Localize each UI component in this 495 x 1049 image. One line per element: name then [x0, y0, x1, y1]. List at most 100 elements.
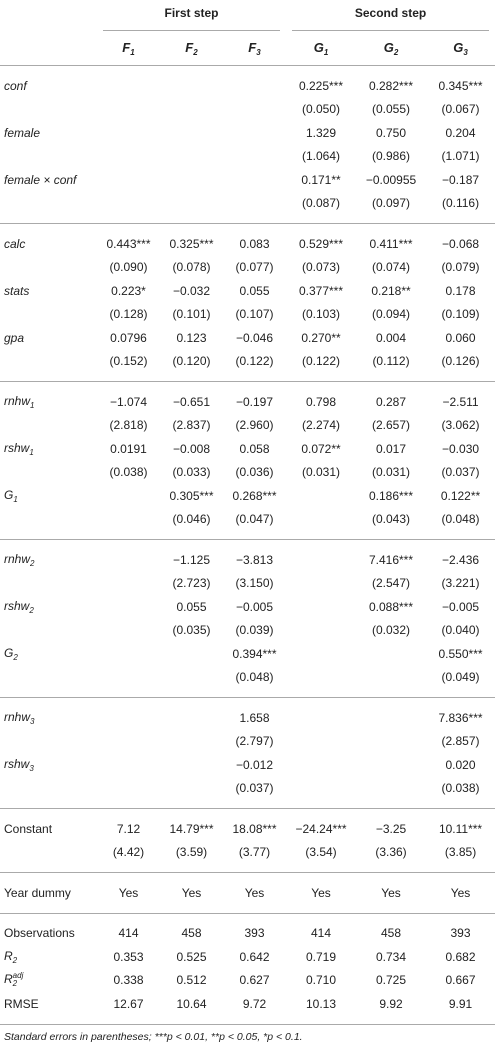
- cell: [97, 595, 160, 619]
- cell: Yes: [426, 881, 495, 905]
- padding-cell: [223, 1016, 286, 1024]
- table-row: G2 0.394*** 0.550***: [0, 642, 495, 666]
- table-row: rshw1 0.0191 −0.008 0.058 0.072** 0.017 −0.030: [0, 437, 495, 461]
- subscript: 3: [256, 47, 261, 57]
- cell: (0.037): [426, 461, 495, 485]
- cell: (0.036): [223, 461, 286, 485]
- padding-cell: [223, 697, 287, 706]
- cell: 0.287: [356, 390, 426, 414]
- cell: 0.798: [286, 390, 356, 414]
- column-header: G3: [426, 31, 495, 66]
- padding-cell: [356, 215, 426, 224]
- section-padding: [0, 381, 495, 390]
- padding-cell: [426, 872, 495, 881]
- cell: [160, 730, 223, 754]
- cell-value: (0.040): [441, 623, 480, 638]
- padding-cell: [160, 912, 223, 922]
- table-row: rnhw2 −1.125 −3.813 7.416*** −2.436: [0, 548, 495, 572]
- table-row: calc 0.443*** 0.325*** 0.083 0.529*** 0.411**…: [0, 232, 495, 256]
- label: rnhw2: [4, 552, 34, 568]
- table-row: (2.723) (3.150) (2.547) (3.221): [0, 572, 495, 596]
- cell: −0.005: [223, 595, 286, 619]
- cell-value: (3.85): [444, 845, 477, 860]
- cell: 393: [223, 922, 286, 946]
- cell: [286, 619, 356, 643]
- cell: (2.837): [160, 414, 223, 438]
- cell-value: 7.12: [116, 821, 141, 836]
- cell: [97, 145, 160, 169]
- row-label: [0, 145, 97, 169]
- cell: (0.986): [356, 145, 426, 169]
- cell: −0.187: [426, 168, 495, 192]
- padding-cell: [286, 539, 357, 548]
- cell: [356, 706, 426, 730]
- section-padding: [0, 808, 495, 817]
- cell-value: (2.547): [372, 576, 411, 591]
- cell: (0.031): [286, 461, 356, 485]
- label-text: G: [383, 39, 394, 55]
- label-text: Observations: [4, 926, 75, 941]
- padding-cell: [0, 381, 97, 390]
- cell-value: 9.91: [448, 996, 473, 1011]
- cell: Yes: [223, 881, 286, 905]
- cell: 9.72: [223, 992, 286, 1016]
- cell-value: −3.25: [375, 821, 407, 836]
- row-label: female × conf: [0, 168, 97, 192]
- cell-value: (0.038): [109, 465, 148, 480]
- cell-value: (4.42): [112, 845, 145, 860]
- section-padding: [0, 531, 495, 540]
- label: conf: [4, 79, 27, 93]
- cell: [97, 619, 160, 643]
- cell-value: 414: [118, 926, 139, 941]
- cell: (3.36): [356, 841, 426, 865]
- padding-cell: [160, 223, 223, 232]
- cell: 0.725: [356, 969, 426, 993]
- cell: (2.857): [426, 730, 495, 754]
- cell: (0.035): [160, 619, 223, 643]
- cell-value: 0.017: [376, 441, 407, 456]
- padding-cell: [286, 65, 357, 74]
- cell-value: Yes: [311, 885, 331, 900]
- label: F2: [185, 40, 197, 57]
- cell: 0.178: [426, 279, 495, 303]
- padding-cell: [160, 800, 223, 809]
- label: F1: [122, 40, 135, 57]
- cell-value: 1.658: [239, 710, 270, 725]
- cell: [160, 753, 223, 777]
- cell-value: 0.072**: [301, 441, 341, 456]
- cell-value: (3.36): [375, 845, 407, 860]
- cell: 0.083: [223, 232, 286, 256]
- padding-cell: [223, 689, 286, 698]
- padding-cell: [426, 1016, 495, 1024]
- cell-value: (0.126): [441, 354, 480, 369]
- padding-cell: [426, 65, 495, 74]
- cell-value: (0.101): [172, 307, 211, 322]
- padding-cell: [286, 872, 357, 881]
- cell: [97, 666, 160, 690]
- cell-value: 12.67: [113, 996, 144, 1011]
- padding-cell: [286, 531, 356, 540]
- cell-value: (2.857): [441, 734, 480, 749]
- cell: 0.058: [223, 437, 286, 461]
- cell-value: 0.287: [376, 394, 407, 409]
- footnote: Standard errors in parentheses; ***p < 0…: [0, 1023, 495, 1049]
- table-row: conf 0.225*** 0.282*** 0.345***: [0, 74, 495, 98]
- cell: 0.512: [160, 969, 223, 993]
- cell: 0.218**: [356, 279, 426, 303]
- subscript: 1: [130, 47, 135, 57]
- cell: 0.550***: [426, 642, 495, 666]
- section-padding: [0, 689, 495, 698]
- cell: [160, 145, 223, 169]
- padding-cell: [0, 808, 97, 817]
- cell-value: 0.268***: [232, 488, 277, 503]
- cell-value: (2.274): [302, 418, 341, 433]
- cell: [160, 98, 223, 122]
- cell: 14.79***: [160, 817, 223, 841]
- regression-table: First step Second step F1 F2 F3 G1 G2 G3 conf…: [0, 6, 495, 1024]
- padding-cell: [356, 373, 426, 382]
- subscript: 3: [29, 763, 34, 773]
- cell-value: −0.012: [235, 757, 274, 772]
- padding-cell: [97, 800, 160, 809]
- padding-cell: [426, 912, 495, 922]
